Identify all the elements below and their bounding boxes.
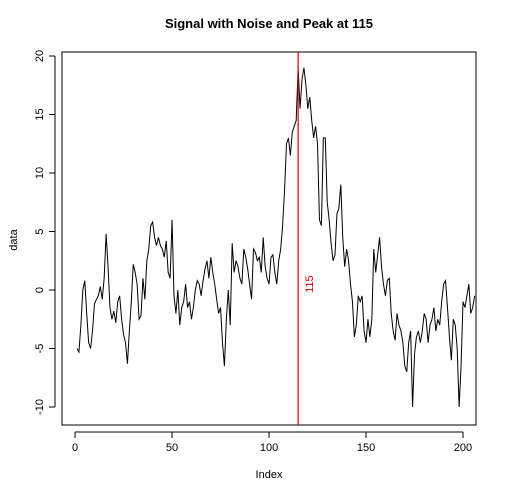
x-tick-label: 150 xyxy=(357,442,375,454)
x-tick-label: 0 xyxy=(72,442,78,454)
y-tick-label: -5 xyxy=(34,344,46,354)
y-tick-label: 15 xyxy=(34,108,46,120)
plot-frame xyxy=(61,51,477,426)
series-line xyxy=(76,67,476,408)
y-axis: -10 -5 0 5 10 15 20 xyxy=(34,50,56,415)
y-axis-label: data xyxy=(8,228,20,250)
y-tick-label: -10 xyxy=(34,399,46,415)
y-tick-label: 10 xyxy=(34,167,46,179)
chart-title: Signal with Noise and Peak at 115 xyxy=(165,16,373,31)
x-axis: 0 50 100 150 200 xyxy=(72,431,472,454)
y-tick-label: 0 xyxy=(34,287,46,293)
x-tick-label: 100 xyxy=(260,442,278,454)
y-tick-label: 20 xyxy=(34,50,46,62)
peak-marker-label: 115 xyxy=(304,275,316,293)
x-tick-label: 50 xyxy=(166,442,178,454)
x-axis-label: Index xyxy=(256,469,283,481)
y-tick-label: 5 xyxy=(34,228,46,234)
x-tick-label: 200 xyxy=(454,442,472,454)
